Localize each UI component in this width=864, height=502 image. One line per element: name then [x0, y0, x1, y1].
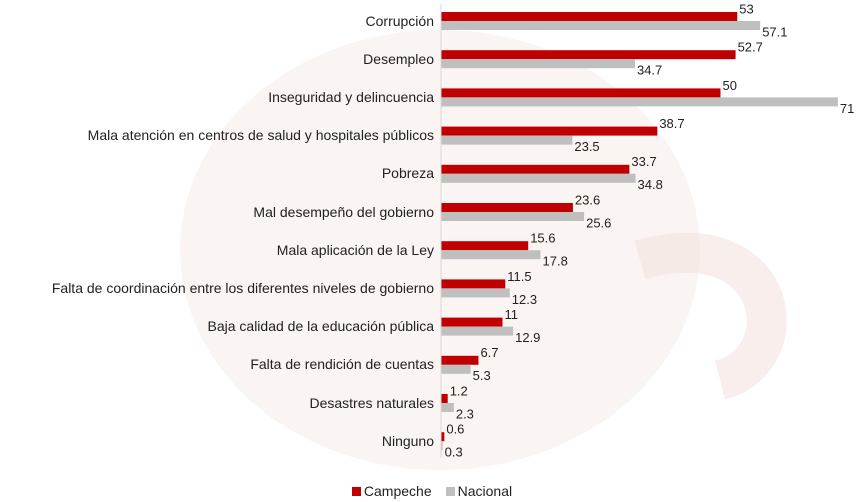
- category-label-box: Falta de rendición de cuentas: [250, 345, 434, 385]
- bar: [441, 203, 573, 212]
- value-label: 33.7: [631, 154, 656, 169]
- legend-item: Campeche: [352, 483, 432, 499]
- value-label: 38.7: [659, 116, 684, 131]
- bar: [441, 136, 572, 145]
- value-label: 11: [504, 307, 518, 322]
- category-label-box: Mal desempeño del gobierno: [253, 192, 434, 232]
- value-label: 71: [840, 101, 854, 116]
- category-label: Falta de rendición de cuentas: [250, 356, 434, 373]
- bar: [441, 127, 657, 136]
- value-label: 57.1: [762, 24, 787, 39]
- value-label: 0.6: [446, 422, 464, 437]
- value-label: 34.7: [637, 63, 662, 78]
- value-label: 5.3: [473, 368, 491, 383]
- category-label-box: Falta de coordinación entre los diferent…: [52, 268, 434, 308]
- category-label-box: Ninguno: [382, 421, 434, 461]
- bar: [441, 288, 510, 297]
- bar: [441, 59, 635, 68]
- category-label: Mala atención en centros de salud y hosp…: [88, 127, 434, 144]
- value-label: 17.8: [543, 254, 568, 269]
- value-label: 23.5: [574, 139, 599, 154]
- value-label: 11.5: [507, 269, 531, 284]
- legend-label: Nacional: [458, 483, 512, 499]
- category-label-box: Mala aplicación de la Ley: [277, 230, 434, 270]
- bar: [441, 12, 737, 21]
- category-label-box: Inseguridad y delincuencia: [268, 77, 434, 117]
- value-label: 12.3: [512, 292, 537, 307]
- category-label-box: Desempleo: [363, 39, 434, 79]
- bar: [441, 356, 478, 365]
- bar: [441, 432, 444, 441]
- category-label: Inseguridad y delincuencia: [268, 89, 434, 106]
- legend-swatch: [352, 487, 361, 496]
- category-label: Desempleo: [363, 51, 434, 68]
- legend-swatch: [446, 487, 455, 496]
- value-label: 6.7: [480, 345, 498, 360]
- category-label-box: Mala atención en centros de salud y hosp…: [88, 116, 434, 156]
- bar: [441, 241, 528, 250]
- category-label: Ninguno: [382, 433, 434, 450]
- bar: [441, 21, 760, 30]
- category-label: Falta de coordinación entre los diferent…: [52, 280, 434, 297]
- bar: [441, 327, 513, 336]
- value-label: 1.2: [450, 383, 468, 398]
- value-label: 53: [739, 1, 753, 16]
- value-label: 50: [723, 78, 737, 93]
- value-label: 23.6: [575, 192, 600, 207]
- bar: [441, 50, 736, 59]
- value-label: 2.3: [456, 406, 474, 421]
- category-label: Mal desempeño del gobierno: [253, 204, 434, 221]
- value-label: 52.7: [738, 40, 763, 55]
- bar: [441, 250, 541, 259]
- bar: [441, 403, 454, 412]
- value-label: 15.6: [530, 231, 555, 246]
- category-label-box: Corrupción: [366, 1, 434, 41]
- bar: [441, 88, 721, 97]
- value-label: 34.8: [638, 177, 663, 192]
- bar: [441, 394, 448, 403]
- value-label: 12.9: [515, 330, 540, 345]
- bar: [441, 97, 838, 106]
- category-label: Desastres naturales: [309, 395, 434, 412]
- bar: [441, 279, 505, 288]
- value-label: 25.6: [586, 215, 611, 230]
- category-label-box: Baja calidad de la educación pública: [208, 307, 435, 347]
- category-label-box: Pobreza: [382, 154, 434, 194]
- bar: [441, 212, 584, 221]
- legend: Campeche Nacional: [0, 483, 864, 499]
- category-label: Mala aplicación de la Ley: [277, 242, 434, 259]
- chart: 53 57.152.7 34.7 50 71 38.7 23.5 33.7 34.8 23.6 25…: [0, 0, 864, 502]
- category-label: Pobreza: [382, 165, 434, 182]
- bar: [441, 165, 629, 174]
- bar: [441, 318, 502, 327]
- category-label: Corrupción: [366, 13, 434, 30]
- category-label-box: Desastres naturales: [309, 383, 434, 423]
- bar: [441, 174, 636, 183]
- value-label: 0.3: [445, 445, 463, 460]
- legend-label: Campeche: [364, 483, 432, 499]
- bar: [441, 365, 471, 374]
- category-label: Baja calidad de la educación pública: [208, 318, 435, 335]
- legend-item: Nacional: [446, 483, 512, 499]
